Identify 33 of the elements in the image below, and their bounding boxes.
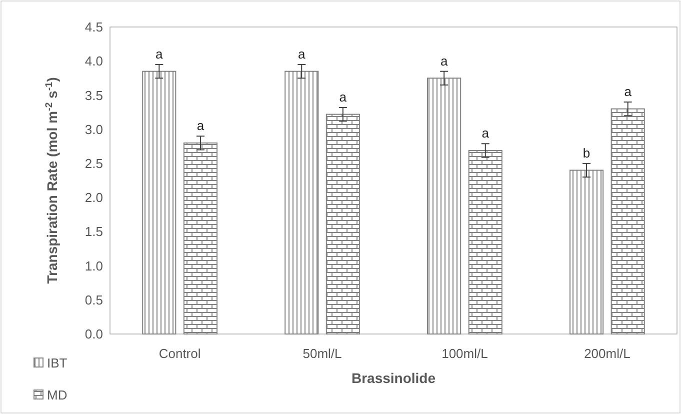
y-tick-label: 2.5 [84,156,103,171]
bar [183,142,218,334]
y-tick-label: 1.0 [84,258,103,274]
y-tick-label: 3.5 [84,88,103,103]
bar [142,70,176,334]
legend-label: MD [47,388,68,403]
x-tick-label: 200ml/L [584,346,630,361]
bar [284,70,319,334]
data-label: a [196,118,205,134]
y-tick-label: 3.0 [84,122,103,137]
y-tick-label: 2.0 [84,190,103,206]
y-tick-label: 1.5 [84,224,103,240]
data-label: a [339,90,348,104]
bar [427,78,462,334]
data-label: b [582,145,590,160]
legend-label: IBT [47,356,68,371]
data-label: a [440,53,448,68]
bar [570,170,604,334]
y-tick-label: 4.0 [84,54,103,69]
bar [468,150,502,334]
data-label: a [298,46,306,62]
x-tick-label: 50ml/L [302,346,342,361]
y-tick-label: 4.5 [84,20,103,35]
y-tick-label: 0.0 [84,326,103,342]
x-tick-label: Control [158,346,201,361]
data-label: a [624,84,632,100]
x-tick-label: 100ml/L [442,346,488,361]
x-axis-title: Brassinolide [351,370,436,386]
bar [326,114,360,334]
data-label: a [482,126,490,141]
y-tick-label: 0.5 [84,292,103,308]
data-label: a [156,46,164,62]
bar [610,108,645,334]
